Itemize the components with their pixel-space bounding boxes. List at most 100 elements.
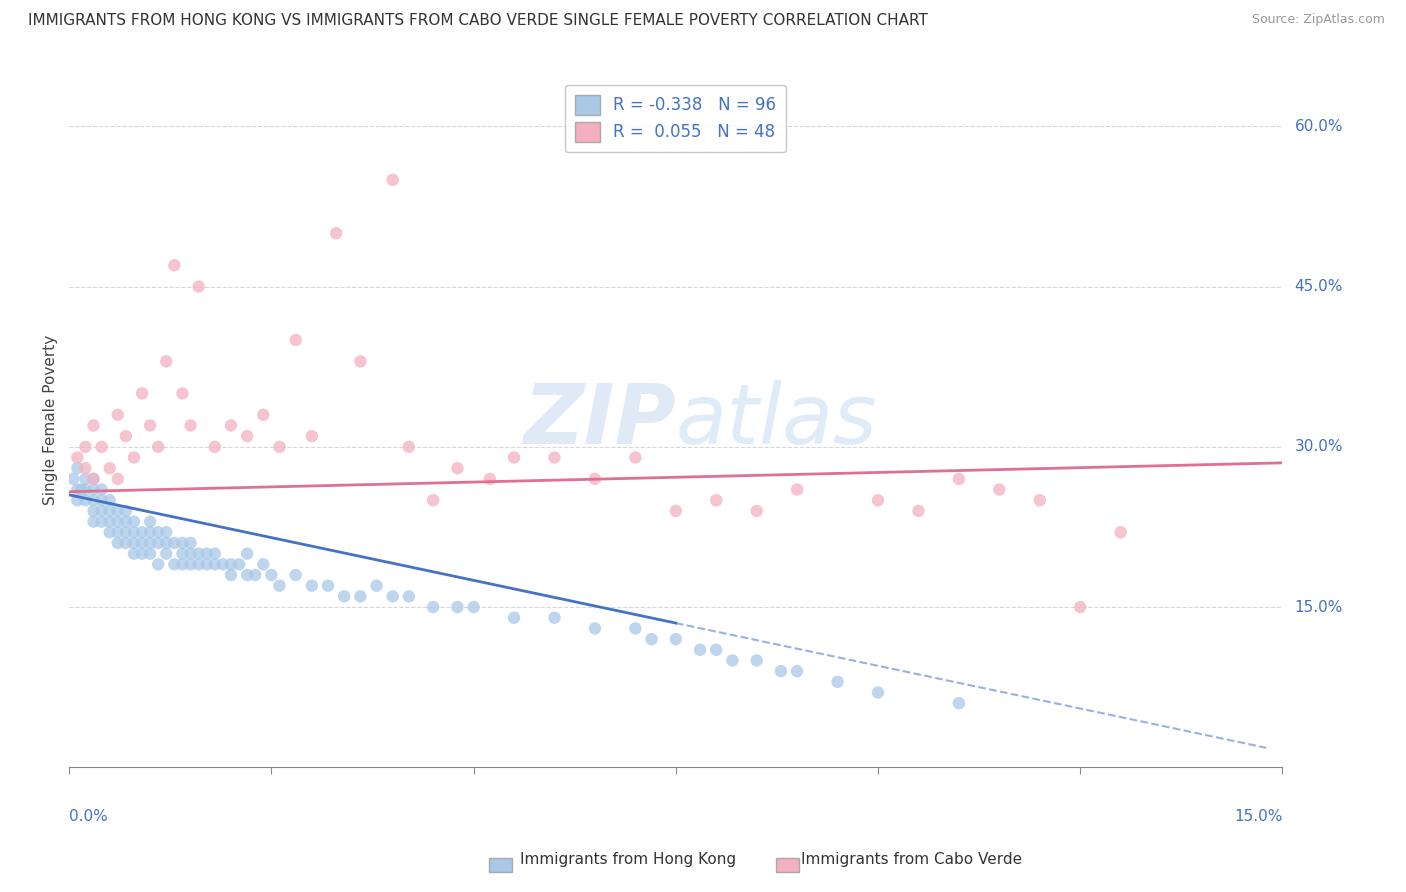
Point xyxy=(155,354,177,368)
Point xyxy=(180,536,202,550)
Point xyxy=(204,440,226,454)
Point xyxy=(381,173,404,187)
Point xyxy=(398,440,420,454)
Point xyxy=(107,504,129,518)
Point xyxy=(866,685,889,699)
Point xyxy=(98,515,121,529)
Point xyxy=(139,525,162,540)
Point xyxy=(187,279,209,293)
Text: 60.0%: 60.0% xyxy=(1295,119,1343,134)
Point xyxy=(131,525,153,540)
Point xyxy=(503,611,526,625)
Point xyxy=(163,536,186,550)
Point xyxy=(155,536,177,550)
Text: ZIP: ZIP xyxy=(523,380,676,460)
Point xyxy=(195,547,218,561)
Point xyxy=(316,579,339,593)
Point xyxy=(252,558,274,572)
Point xyxy=(988,483,1011,497)
Point xyxy=(155,547,177,561)
Point xyxy=(252,408,274,422)
Point xyxy=(704,642,727,657)
Point xyxy=(115,515,138,529)
Point xyxy=(122,547,145,561)
Point xyxy=(180,558,202,572)
Point xyxy=(948,472,970,486)
Point xyxy=(163,258,186,272)
Point xyxy=(82,418,104,433)
Point xyxy=(148,525,170,540)
Legend: R = -0.338   N = 96, R =  0.055   N = 48: R = -0.338 N = 96, R = 0.055 N = 48 xyxy=(565,85,786,153)
Point xyxy=(172,536,194,550)
Point xyxy=(75,440,97,454)
Point xyxy=(704,493,727,508)
Text: Source: ZipAtlas.com: Source: ZipAtlas.com xyxy=(1251,13,1385,27)
Point xyxy=(70,483,93,497)
Point xyxy=(187,547,209,561)
Point xyxy=(907,504,929,518)
Point xyxy=(98,525,121,540)
Point xyxy=(624,621,647,635)
Point xyxy=(98,504,121,518)
Point xyxy=(82,483,104,497)
Point xyxy=(219,558,242,572)
Point xyxy=(689,642,711,657)
Point xyxy=(212,558,235,572)
Point xyxy=(827,674,849,689)
Point xyxy=(75,493,97,508)
Point xyxy=(228,558,250,572)
Point xyxy=(90,493,112,508)
Point xyxy=(82,515,104,529)
Point xyxy=(665,504,688,518)
Point xyxy=(1109,525,1132,540)
Point xyxy=(543,450,565,465)
Point xyxy=(172,558,194,572)
Point xyxy=(187,558,209,572)
Point xyxy=(107,515,129,529)
Point xyxy=(122,525,145,540)
Text: atlas: atlas xyxy=(676,380,877,460)
Point xyxy=(301,429,323,443)
Point xyxy=(139,547,162,561)
Point xyxy=(422,493,444,508)
Point xyxy=(1029,493,1052,508)
Point xyxy=(745,653,768,667)
Point xyxy=(1069,600,1091,615)
Point xyxy=(745,504,768,518)
Point xyxy=(269,579,291,593)
Point xyxy=(107,408,129,422)
Point xyxy=(82,472,104,486)
Point xyxy=(122,450,145,465)
Point xyxy=(122,515,145,529)
Point xyxy=(349,354,371,368)
Point xyxy=(366,579,388,593)
Point xyxy=(665,632,688,646)
Point xyxy=(148,536,170,550)
Point xyxy=(131,547,153,561)
Text: 15.0%: 15.0% xyxy=(1295,599,1343,615)
Text: 45.0%: 45.0% xyxy=(1295,279,1343,294)
Point xyxy=(98,461,121,475)
Point xyxy=(148,558,170,572)
Point xyxy=(422,600,444,615)
Point xyxy=(107,536,129,550)
Point xyxy=(107,525,129,540)
Point xyxy=(90,483,112,497)
Point xyxy=(66,483,89,497)
Point xyxy=(624,450,647,465)
Point xyxy=(398,590,420,604)
Point xyxy=(236,429,259,443)
Point xyxy=(66,450,89,465)
Point xyxy=(163,558,186,572)
Point xyxy=(236,547,259,561)
Point xyxy=(236,568,259,582)
Point xyxy=(82,472,104,486)
Point xyxy=(131,386,153,401)
Point xyxy=(219,418,242,433)
Point xyxy=(349,590,371,604)
Point xyxy=(269,440,291,454)
Point xyxy=(284,333,307,347)
Point xyxy=(721,653,744,667)
Point xyxy=(90,515,112,529)
Text: IMMIGRANTS FROM HONG KONG VS IMMIGRANTS FROM CABO VERDE SINGLE FEMALE POVERTY CO: IMMIGRANTS FROM HONG KONG VS IMMIGRANTS … xyxy=(28,13,928,29)
